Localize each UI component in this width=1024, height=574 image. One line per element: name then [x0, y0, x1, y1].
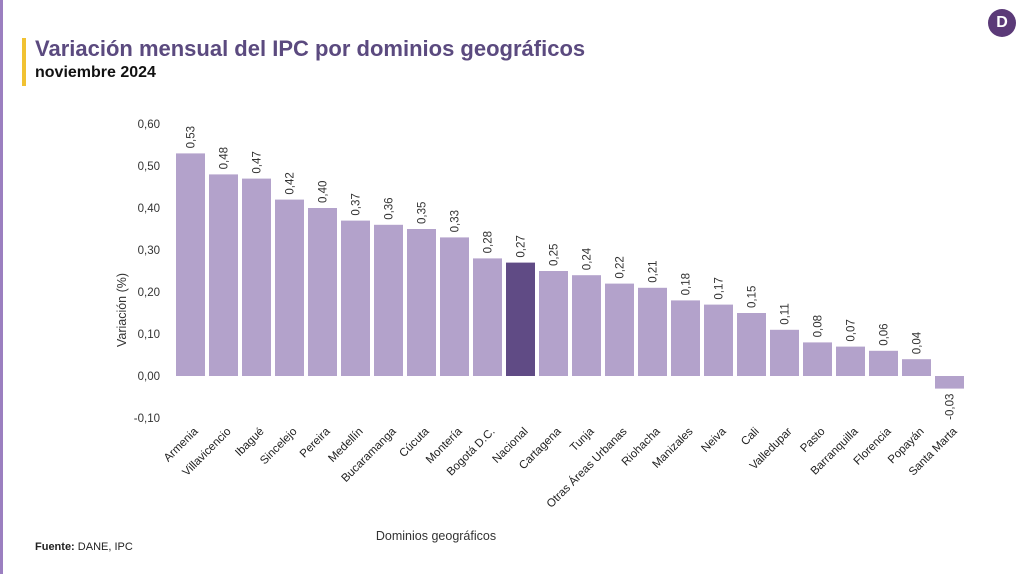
data-label: 0,04 [912, 331, 924, 354]
bar [704, 304, 733, 376]
data-label: 0,21 [648, 260, 660, 282]
data-label: 0,11 [780, 303, 792, 325]
data-label: 0,28 [483, 231, 495, 253]
bar [407, 229, 436, 376]
y-tick-label: 0,00 [138, 371, 160, 383]
data-label: 0,48 [219, 147, 231, 169]
category-label: Neiva [699, 425, 729, 455]
bar [440, 237, 469, 376]
data-label: 0,15 [747, 286, 759, 308]
bar [242, 178, 271, 376]
bar [539, 271, 568, 376]
data-label: 0,47 [252, 151, 264, 173]
data-label: 0,53 [186, 126, 198, 148]
page-title: Variación mensual del IPC por dominios g… [35, 36, 586, 61]
bar [572, 275, 601, 376]
bars [176, 153, 964, 389]
data-label: 0,17 [714, 277, 726, 299]
source-label: Fuente: [35, 541, 75, 553]
data-label: 0,08 [813, 315, 825, 337]
y-axis-title: Variación (%) [115, 273, 129, 347]
bar [638, 287, 667, 376]
data-label: 0,18 [681, 273, 693, 295]
bar [506, 262, 535, 376]
source-note: Fuente: DANE, IPC [35, 541, 133, 553]
bar [902, 359, 931, 376]
bar [308, 208, 337, 376]
y-tick-label: 0,20 [138, 287, 160, 299]
bar [209, 174, 238, 376]
bar [176, 153, 205, 376]
data-label: 0,27 [516, 235, 528, 257]
data-label: -0,03 [945, 394, 957, 420]
bar [374, 224, 403, 376]
source-value: DANE, IPC [77, 541, 133, 553]
y-tick-label: -0,10 [134, 413, 160, 425]
y-tick-label: 0,40 [138, 203, 160, 215]
data-label: 0,36 [384, 197, 396, 219]
data-label: 0,37 [351, 193, 363, 215]
bar [836, 346, 865, 376]
bar [869, 350, 898, 376]
y-tick-label: 0,30 [138, 245, 160, 257]
y-tick-label: 0,60 [138, 119, 160, 131]
bar [341, 220, 370, 376]
category-label: Pasto [798, 426, 827, 455]
page-subtitle: noviembre 2024 [35, 64, 156, 81]
left-accent-rule [0, 0, 3, 574]
title-accent-bar [22, 38, 26, 86]
bar [935, 376, 964, 389]
data-label: 0,33 [450, 210, 462, 232]
x-axis-title: Dominios geográficos [376, 529, 496, 543]
bar [473, 258, 502, 376]
bar [770, 329, 799, 376]
category-label: Cali [739, 426, 761, 448]
data-label: 0,25 [549, 244, 561, 266]
data-label: 0,22 [615, 256, 627, 278]
data-labels: 0,53 0,48 0,47 0,42 0,40 0,37 0,36 0,35 0,33 0,28… [186, 126, 957, 420]
category-label: Tunja [568, 425, 597, 454]
bar [737, 313, 766, 376]
data-label: 0,35 [417, 202, 429, 224]
y-axis: -0,10 0,00 0,10 0,20 0,30 0,40 0,50 0,60 [134, 119, 160, 425]
data-label: 0,06 [879, 323, 891, 345]
bar [275, 199, 304, 376]
data-label: 0,07 [846, 319, 858, 341]
bar [671, 300, 700, 376]
bar [803, 342, 832, 376]
dane-logo-icon: D [988, 9, 1016, 37]
y-tick-label: 0,10 [138, 329, 160, 341]
bar [605, 283, 634, 376]
data-label: 0,42 [285, 172, 297, 194]
data-label: 0,40 [318, 181, 330, 203]
data-label: 0,24 [582, 247, 594, 270]
y-tick-label: 0,50 [138, 161, 160, 173]
